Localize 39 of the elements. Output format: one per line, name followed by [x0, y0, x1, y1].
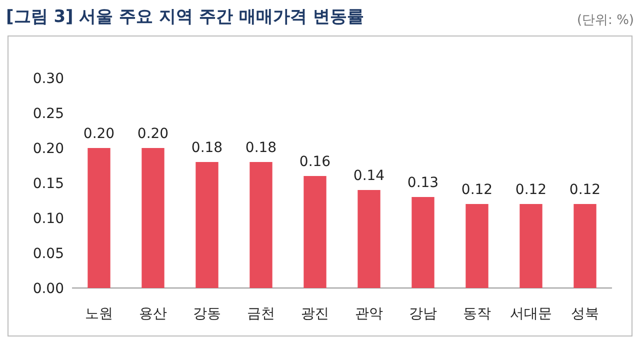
data-label: 0.18	[245, 140, 277, 156]
data-label: 0.12	[515, 182, 547, 198]
data-label: 0.16	[299, 154, 331, 170]
y-tick-label: 0.10	[32, 211, 64, 227]
x-tick-label: 광진	[301, 306, 329, 322]
data-label: 0.20	[83, 126, 115, 142]
bar	[412, 197, 434, 288]
bar	[520, 204, 542, 288]
text: (단위: %)	[576, 13, 634, 28]
x-tick-label: 용산	[139, 306, 167, 322]
x-tick-label: 관악	[355, 306, 383, 322]
y-tick-label: 0.00	[32, 281, 64, 297]
data-label: 0.18	[191, 140, 223, 156]
data-label: 0.14	[353, 168, 385, 184]
y-tick-label: 0.25	[32, 106, 64, 122]
x-tick-label: 강동	[193, 306, 221, 322]
y-tick-label: 0.05	[32, 246, 64, 262]
x-tick-label: 노원	[85, 306, 113, 322]
bar	[466, 204, 488, 288]
x-tick-label: 금천	[247, 306, 275, 322]
data-label: 0.12	[569, 182, 601, 198]
bar	[88, 148, 110, 288]
y-tick-label: 0.20	[32, 141, 64, 157]
x-tick-label: 서대문	[510, 306, 552, 322]
data-label: 0.20	[137, 126, 169, 142]
x-tick-label: 강남	[409, 306, 437, 322]
data-label: 0.12	[461, 182, 493, 198]
bar	[142, 148, 164, 288]
y-tick-label: 0.15	[32, 176, 64, 192]
x-tick-label: 동작	[463, 306, 491, 322]
bar	[358, 190, 380, 288]
y-tick-label: 0.30	[32, 71, 64, 87]
bar	[250, 162, 272, 288]
bar	[304, 176, 326, 288]
x-tick-label: 성북	[571, 306, 599, 322]
chart-title: [그림 3] 서울 주요 지역 주간 매매가격 변동률	[6, 7, 364, 27]
bar	[574, 204, 596, 288]
data-label: 0.13	[407, 175, 439, 191]
bar	[196, 162, 218, 288]
